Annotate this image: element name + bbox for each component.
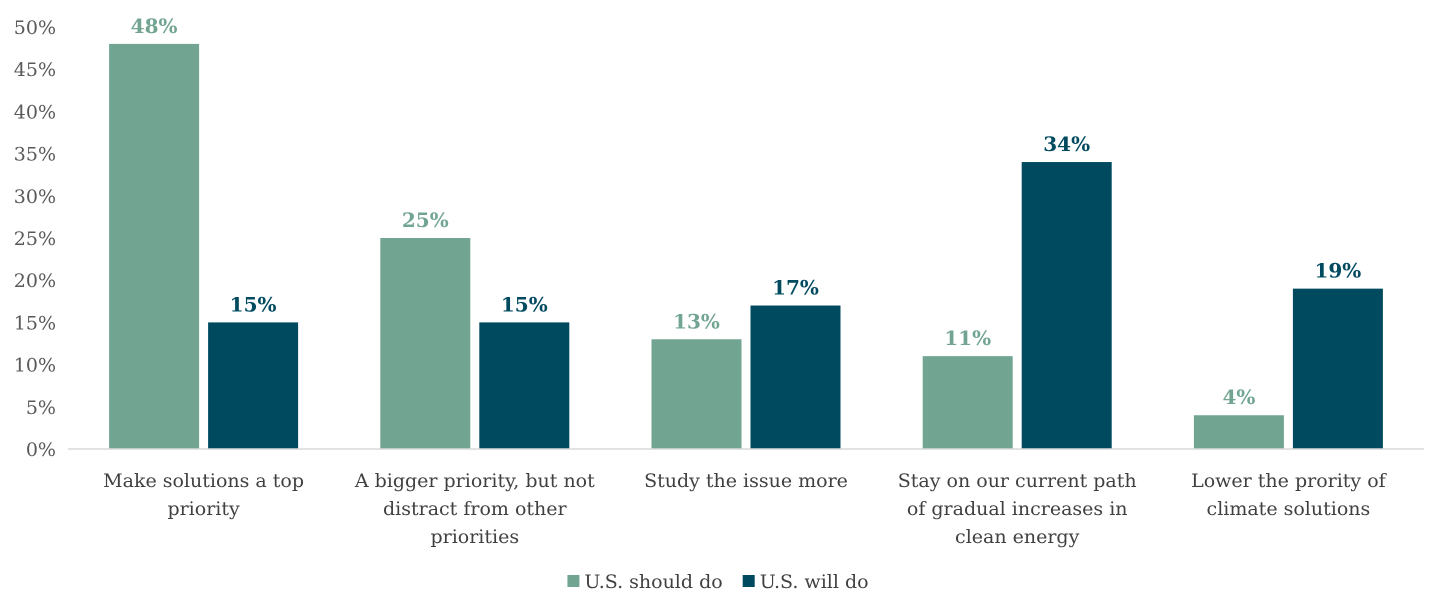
legend-item: U.S. should do bbox=[567, 571, 723, 593]
bar bbox=[109, 43, 200, 449]
bar bbox=[750, 305, 841, 449]
bars bbox=[109, 43, 1383, 450]
data-label: 34% bbox=[1043, 132, 1090, 156]
bar bbox=[1193, 415, 1284, 449]
y-tick-label: 35% bbox=[14, 144, 56, 166]
legend-swatch bbox=[742, 575, 755, 587]
data-label: 13% bbox=[673, 309, 720, 333]
data-label: 25% bbox=[402, 208, 449, 232]
data-labels: 48% 15% 25% 15% 13% 17% 11% 34% 4% 19% bbox=[131, 14, 1362, 409]
data-label: 15% bbox=[230, 292, 277, 316]
legend-label: U.S. should do bbox=[584, 571, 722, 593]
x-category-label: Study the issue more bbox=[644, 470, 848, 492]
x-category-label: Stay on our current path of gradual incre… bbox=[898, 470, 1137, 548]
data-label: 11% bbox=[944, 326, 991, 350]
legend-label: U.S. will do bbox=[760, 571, 869, 593]
y-tick-label: 40% bbox=[14, 101, 56, 123]
bar bbox=[922, 356, 1013, 449]
bar bbox=[651, 339, 742, 449]
data-label: 19% bbox=[1314, 259, 1361, 283]
data-label: 4% bbox=[1222, 385, 1255, 409]
y-tick-label: 0% bbox=[26, 439, 56, 461]
legend-swatch bbox=[567, 575, 580, 587]
x-category-label: Make solutions a top priority bbox=[103, 470, 304, 520]
bar bbox=[208, 322, 299, 449]
data-label: 15% bbox=[501, 292, 548, 316]
data-label: 17% bbox=[772, 276, 819, 300]
bar bbox=[380, 238, 471, 449]
bar bbox=[1021, 162, 1112, 450]
y-tick-label: 10% bbox=[14, 355, 56, 377]
y-axis: 0% 5% 10% 15% 20% 25% 30% 35% 40% 45% 50% bbox=[14, 17, 56, 461]
legend: U.S. should do U.S. will do bbox=[567, 571, 869, 593]
y-tick-label: 25% bbox=[14, 228, 56, 250]
bar bbox=[1292, 288, 1383, 449]
x-axis: Make solutions a top priority A bigger pri… bbox=[103, 470, 1387, 548]
y-tick-label: 5% bbox=[26, 397, 56, 419]
bar bbox=[479, 322, 570, 449]
y-tick-label: 50% bbox=[14, 17, 56, 39]
y-tick-label: 30% bbox=[14, 186, 56, 208]
data-label: 48% bbox=[131, 14, 178, 38]
y-tick-label: 45% bbox=[14, 59, 56, 81]
x-category-label: A bigger priority, but not distract from … bbox=[354, 470, 595, 548]
y-tick-label: 20% bbox=[14, 270, 56, 292]
x-category-label: Lower the prority of climate solutions bbox=[1191, 470, 1388, 520]
y-tick-label: 15% bbox=[14, 312, 56, 334]
legend-item: U.S. will do bbox=[742, 571, 869, 593]
